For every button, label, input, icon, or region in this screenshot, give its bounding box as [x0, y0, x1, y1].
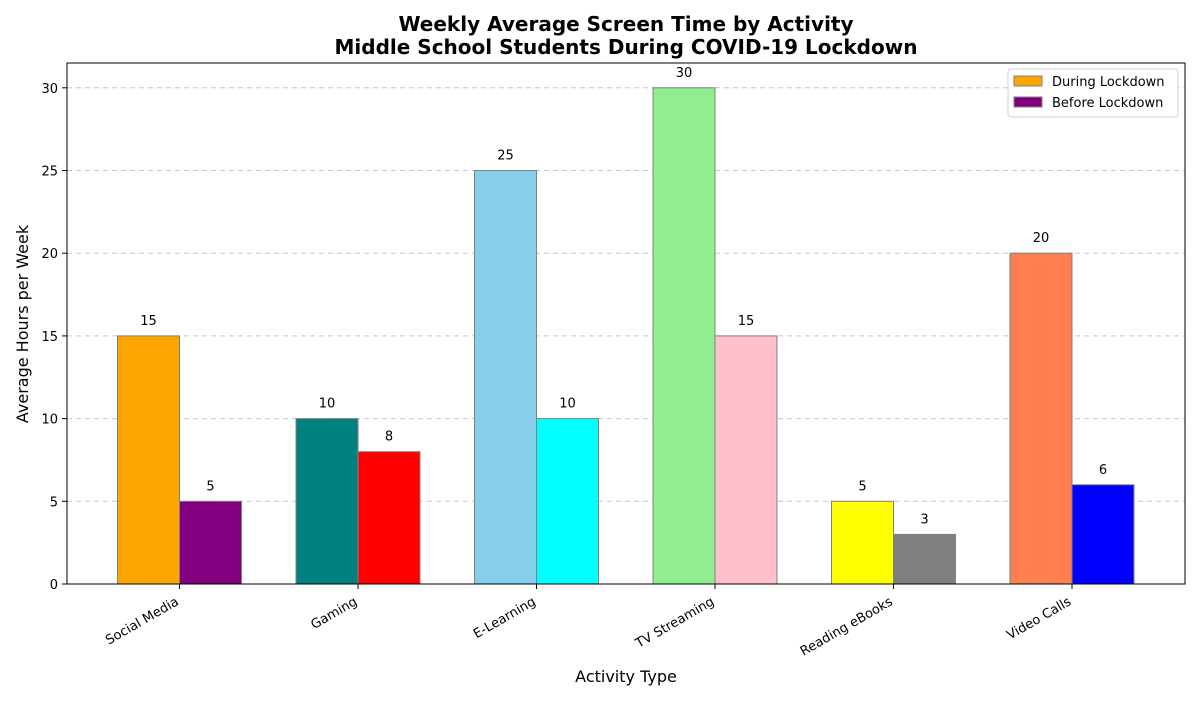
data-label: 10	[319, 397, 336, 412]
bar-before-0[interactable]	[179, 500, 242, 585]
data-label: 20	[1033, 231, 1050, 246]
bar-during-4[interactable]	[831, 500, 894, 585]
bar-before-4[interactable]	[893, 533, 956, 585]
data-label: 15	[140, 314, 157, 329]
data-label: 10	[559, 397, 576, 412]
y-tick-label: 30	[41, 82, 58, 97]
bar-before-2[interactable]	[536, 418, 599, 585]
x-tick-label: Social Media	[103, 594, 181, 648]
y-tick-label: 15	[41, 330, 58, 345]
bar-during-1[interactable]	[295, 418, 359, 585]
legend-label-during: During Lockdown	[1052, 75, 1165, 90]
chart-subtitle: Middle School Students During COVID-19 L…	[335, 35, 918, 59]
y-tick-label: 0	[50, 578, 58, 593]
legend-swatch-before	[1013, 96, 1043, 108]
x-tick-label: Video Calls	[1004, 594, 1074, 643]
legend-swatch-during	[1013, 75, 1043, 87]
y-tick-label: 5	[50, 495, 58, 510]
legend-box	[1007, 68, 1179, 118]
y-tick-label: 20	[41, 247, 58, 262]
legend-label-before: Before Lockdown	[1052, 96, 1163, 111]
bar-during-3[interactable]	[652, 87, 716, 585]
data-label: 3	[920, 512, 928, 527]
plot-frame	[66, 62, 1186, 585]
x-tick-label: Gaming	[308, 594, 360, 632]
data-label: 30	[676, 66, 693, 81]
bar-before-1[interactable]	[357, 451, 421, 585]
data-label: 8	[385, 430, 393, 445]
y-tick-label: 10	[41, 413, 58, 428]
bar-during-2[interactable]	[474, 170, 537, 585]
y-tick-label: 25	[41, 165, 58, 180]
bar-before-5[interactable]	[1071, 484, 1135, 585]
data-label: 15	[738, 314, 755, 329]
bar-during-5[interactable]	[1009, 252, 1073, 585]
data-label: 5	[206, 479, 214, 494]
x-tick-label: E-Learning	[471, 594, 539, 642]
data-label: 6	[1099, 463, 1107, 478]
chart-title: Weekly Average Screen Time by Activity	[398, 12, 853, 36]
data-label: 5	[858, 479, 866, 494]
x-tick-label: Reading eBooks	[798, 594, 896, 659]
data-label: 25	[497, 149, 514, 164]
x-axis-label: Activity Type	[575, 667, 677, 686]
bar-during-0[interactable]	[117, 335, 180, 585]
y-axis-label: Average Hours per Week	[13, 224, 32, 423]
x-tick-label: TV Streaming	[632, 594, 717, 652]
bar-before-3[interactable]	[714, 335, 778, 585]
